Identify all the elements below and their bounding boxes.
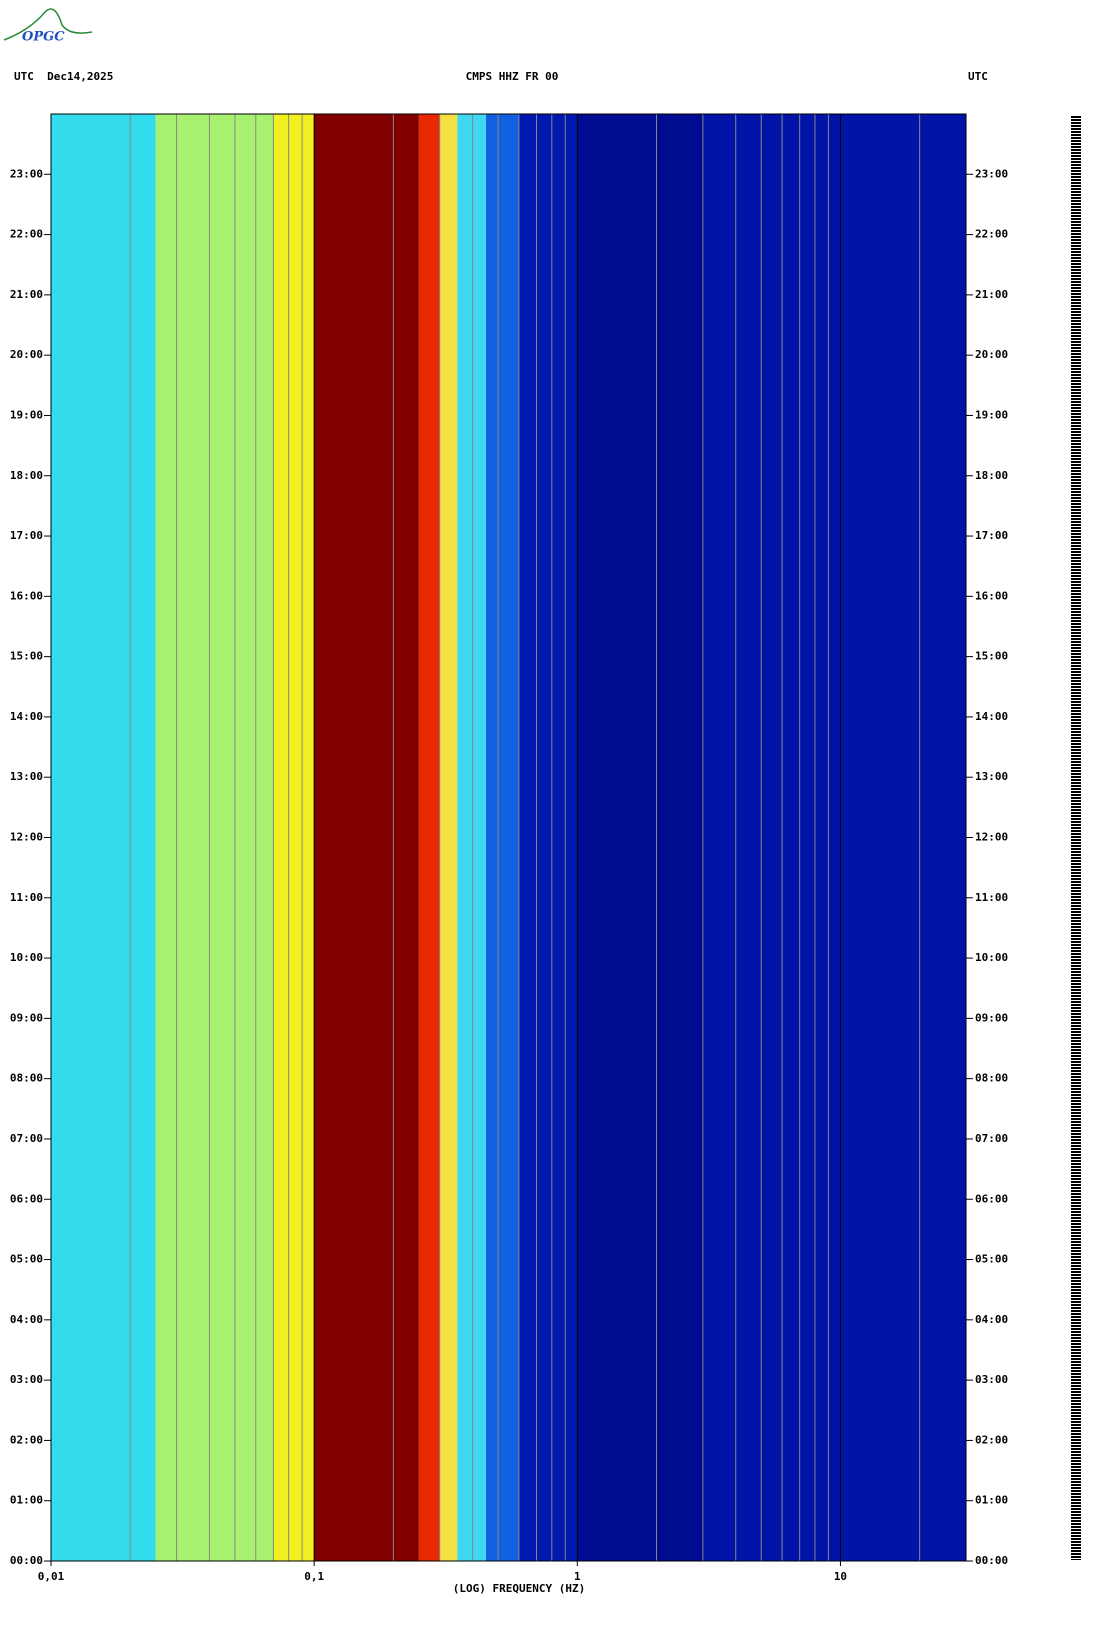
- y-tick-label: 16:00: [975, 589, 1008, 602]
- y-tick-label: 03:00: [10, 1373, 43, 1386]
- x-tick-label: 1: [574, 1570, 581, 1583]
- spectrum-band: [518, 114, 578, 1561]
- y-tick-label: 18:00: [975, 469, 1008, 482]
- y-tick-label: 14:00: [10, 710, 43, 723]
- spectrum-band: [155, 114, 274, 1561]
- spectrum-band: [577, 114, 703, 1561]
- y-tick-label: 22:00: [975, 228, 1008, 241]
- y-tick-label: 02:00: [975, 1433, 1008, 1446]
- chart-title: CMPS HHZ FR 00: [466, 70, 559, 83]
- x-tick-label: 10: [834, 1570, 847, 1583]
- y-tick-label: 04:00: [10, 1313, 43, 1326]
- title-right: UTC: [968, 70, 988, 83]
- y-tick-label: 16:00: [10, 589, 43, 602]
- spectrum-band: [273, 114, 315, 1561]
- y-tick-label: 20:00: [975, 348, 1008, 361]
- y-tick-label: 01:00: [10, 1494, 43, 1507]
- y-tick-label: 19:00: [10, 408, 43, 421]
- logo: OPGC: [22, 30, 65, 45]
- x-axis-label: (LOG) FREQUENCY (HZ): [453, 1582, 585, 1595]
- y-tick-label: 20:00: [10, 348, 43, 361]
- plot-frame: [50, 113, 967, 1562]
- y-tick-label: 18:00: [10, 469, 43, 482]
- y-tick-label: 06:00: [10, 1192, 43, 1205]
- y-tick-label: 23:00: [975, 167, 1008, 180]
- y-tick-label: 22:00: [10, 228, 43, 241]
- y-tick-label: 15:00: [10, 650, 43, 663]
- spectrum-band: [51, 114, 156, 1561]
- y-tick-label: 05:00: [975, 1253, 1008, 1266]
- y-tick-label: 06:00: [975, 1192, 1008, 1205]
- spectrum-band: [418, 114, 440, 1561]
- y-tick-label: 09:00: [975, 1011, 1008, 1024]
- y-tick-label: 11:00: [975, 891, 1008, 904]
- y-tick-label: 10:00: [975, 951, 1008, 964]
- x-tick-label: 0,1: [304, 1570, 324, 1583]
- y-tick-label: 08:00: [975, 1072, 1008, 1085]
- y-tick-label: 17:00: [10, 529, 43, 542]
- y-tick-label: 00:00: [10, 1554, 43, 1567]
- y-tick-label: 19:00: [975, 408, 1008, 421]
- y-tick-label: 07:00: [975, 1132, 1008, 1145]
- y-tick-label: 12:00: [975, 831, 1008, 844]
- spectrum-band: [314, 114, 419, 1561]
- spectrum-band: [457, 114, 487, 1561]
- y-tick-label: 03:00: [975, 1373, 1008, 1386]
- y-tick-label: 00:00: [975, 1554, 1008, 1567]
- spectrum-band: [702, 114, 966, 1561]
- y-tick-label: 15:00: [975, 650, 1008, 663]
- spectrum-band: [486, 114, 519, 1561]
- y-tick-label: 12:00: [10, 831, 43, 844]
- title-left: UTC Dec14,2025: [14, 70, 113, 83]
- y-tick-label: 13:00: [10, 770, 43, 783]
- y-tick-label: 14:00: [975, 710, 1008, 723]
- y-tick-label: 05:00: [10, 1253, 43, 1266]
- y-tick-label: 13:00: [975, 770, 1008, 783]
- y-tick-label: 09:00: [10, 1011, 43, 1024]
- y-tick-label: 21:00: [975, 288, 1008, 301]
- spectrum-band: [439, 114, 458, 1561]
- y-tick-label: 23:00: [10, 167, 43, 180]
- y-tick-label: 01:00: [975, 1494, 1008, 1507]
- y-tick-label: 02:00: [10, 1433, 43, 1446]
- y-tick-label: 07:00: [10, 1132, 43, 1145]
- y-tick-label: 17:00: [975, 529, 1008, 542]
- y-tick-label: 08:00: [10, 1072, 43, 1085]
- x-tick-label: 0,01: [38, 1570, 65, 1583]
- y-tick-label: 04:00: [975, 1313, 1008, 1326]
- logo-swoosh: [3, 8, 93, 41]
- y-tick-label: 21:00: [10, 288, 43, 301]
- y-tick-label: 11:00: [10, 891, 43, 904]
- y-tick-label: 10:00: [10, 951, 43, 964]
